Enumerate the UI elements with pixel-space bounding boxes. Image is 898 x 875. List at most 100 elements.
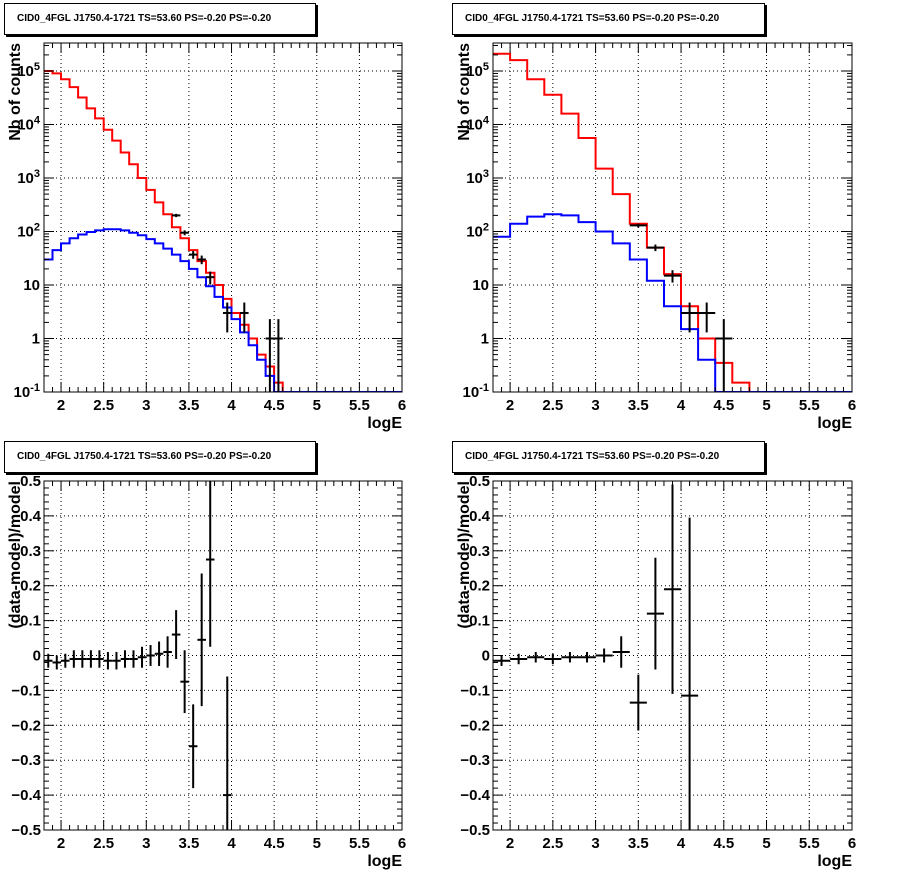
x-tick-label: 2.5 bbox=[93, 397, 114, 414]
x-tick-label: 5.5 bbox=[799, 397, 820, 414]
data-point bbox=[180, 230, 189, 236]
y-tick-label: −0.3 bbox=[11, 752, 41, 769]
y-tick-label: 0.2 bbox=[469, 578, 490, 595]
x-tick-label: 3 bbox=[591, 397, 599, 414]
x-axis-label: logE bbox=[817, 853, 852, 870]
data-point bbox=[544, 653, 562, 665]
data-point bbox=[154, 641, 164, 666]
plot-title-top-right: CID0_4FGL J1750.4-1721 TS=53.60 PS=-0.20… bbox=[452, 3, 765, 35]
y-tick-label: 102 bbox=[466, 222, 489, 241]
data-point bbox=[120, 650, 130, 668]
x-tick-label: 4 bbox=[227, 835, 236, 852]
x-tick-label: 4.5 bbox=[264, 397, 285, 414]
data-point bbox=[681, 517, 699, 830]
data-point bbox=[146, 645, 155, 666]
y-tick-label: −0.2 bbox=[460, 717, 490, 734]
y-tick-label: 1 bbox=[32, 331, 40, 348]
data-point bbox=[197, 573, 206, 707]
x-axis-label: logE bbox=[817, 415, 852, 432]
y-tick-label: −0.2 bbox=[11, 717, 41, 734]
data-point bbox=[197, 255, 206, 265]
y-tick-label: 0.5 bbox=[20, 473, 41, 490]
y-axis-label: Nb of counts bbox=[456, 43, 473, 141]
x-tick-label: 4.5 bbox=[713, 835, 734, 852]
data-point bbox=[265, 319, 275, 392]
x-tick-label: 5.5 bbox=[349, 835, 370, 852]
data-point bbox=[86, 650, 96, 668]
data-point bbox=[112, 652, 121, 670]
x-tick-label: 5 bbox=[762, 835, 770, 852]
panel-4: 2 2.5 3 3.5 4 4.5 5 5.5 6 −0.5 −0.4 −0.3 −0.2 −0.1 0 0.… bbox=[456, 473, 856, 870]
y-tick-label: 1 bbox=[481, 331, 489, 348]
x-tick-label: 6 bbox=[848, 397, 856, 414]
y-tick-label: −0.1 bbox=[460, 682, 490, 699]
x-tick-label: 3.5 bbox=[628, 835, 649, 852]
data-point bbox=[698, 302, 716, 333]
data-point bbox=[561, 652, 579, 663]
data-point bbox=[171, 213, 181, 218]
x-tick-label: 6 bbox=[848, 835, 856, 852]
data-point bbox=[223, 676, 232, 830]
plot-title-bottom-right: CID0_4FGL J1750.4-1721 TS=53.60 PS=-0.20… bbox=[452, 441, 765, 473]
x-tick-label: 6 bbox=[398, 835, 406, 852]
y-tick-label: 104 bbox=[466, 115, 490, 134]
panel-3: 2 2.5 3 3.5 4 4.5 5 5.5 6 −0.5 −0.4 −0.3 −0.2 −0.1 0 0.… bbox=[7, 473, 406, 870]
data-point bbox=[681, 302, 699, 333]
y-tick-label: 0.5 bbox=[469, 473, 490, 490]
data-point bbox=[629, 223, 647, 228]
y-tick-label: −0.3 bbox=[460, 752, 490, 769]
x-tick-label: 3 bbox=[142, 397, 150, 414]
panel-2: 2 2.5 3 3.5 4 4.5 5 5.5 6 10-1 1 10 102 103 104 105 logE… bbox=[456, 42, 856, 432]
data-point bbox=[493, 655, 511, 666]
data-point bbox=[95, 650, 104, 668]
data-point bbox=[129, 650, 138, 668]
y-axis-label: (data-model)/model bbox=[7, 481, 24, 629]
data-point bbox=[78, 650, 87, 668]
x-tick-label: 2.5 bbox=[93, 835, 114, 852]
y-axis-label: (data-model)/model bbox=[456, 481, 473, 629]
y-tick-label: 0.4 bbox=[20, 508, 42, 525]
data-point bbox=[61, 653, 70, 668]
x-tick-label: 5 bbox=[313, 835, 321, 852]
data-point bbox=[629, 674, 647, 731]
x-tick-label: 3.5 bbox=[178, 835, 199, 852]
x-tick-label: 4.5 bbox=[264, 835, 285, 852]
data-point bbox=[188, 251, 198, 259]
data-point bbox=[715, 319, 733, 392]
data-layer bbox=[493, 52, 852, 392]
data-layer bbox=[44, 70, 402, 392]
data-point bbox=[180, 650, 189, 714]
plot-title-top-left: CID0_4FGL J1750.4-1721 TS=53.60 PS=-0.20… bbox=[4, 3, 316, 35]
panel-1: 2 2.5 3 3.5 4 4.5 5 5.5 6 10-1 1 10 102 103 104 105 logE… bbox=[7, 42, 406, 432]
x-tick-label: 3.5 bbox=[178, 397, 199, 414]
x-tick-label: 3 bbox=[591, 835, 599, 852]
x-axis-label: logE bbox=[367, 415, 402, 432]
x-tick-label: 2 bbox=[506, 835, 514, 852]
x-tick-label: 2 bbox=[506, 397, 514, 414]
series-red-step bbox=[44, 70, 402, 392]
y-tick-label: 10-1 bbox=[14, 382, 40, 401]
data-point bbox=[171, 610, 181, 659]
data-point bbox=[205, 271, 215, 285]
data-point bbox=[527, 652, 545, 663]
data-point bbox=[578, 652, 596, 663]
plot-title-bottom-left: CID0_4FGL J1750.4-1721 TS=53.60 PS=-0.20… bbox=[4, 441, 316, 473]
y-tick-label: −0.5 bbox=[11, 822, 41, 839]
y-tick-label: 0.1 bbox=[20, 613, 41, 630]
y-tick-label: −0.4 bbox=[11, 787, 41, 804]
y-tick-label: 10-1 bbox=[463, 382, 489, 401]
data-point bbox=[205, 481, 215, 647]
data-point bbox=[52, 655, 62, 670]
x-tick-label: 4.5 bbox=[713, 397, 734, 414]
plot-frame bbox=[43, 42, 403, 393]
y-axis-label: Nb of counts bbox=[7, 43, 24, 141]
y-tick-label: −0.5 bbox=[460, 822, 490, 839]
data-point bbox=[510, 653, 528, 665]
x-tick-label: 5.5 bbox=[799, 835, 820, 852]
y-tick-label: 102 bbox=[17, 222, 40, 241]
series-blue-step bbox=[493, 213, 852, 392]
data-point bbox=[223, 302, 232, 333]
series-blue-step bbox=[44, 228, 402, 392]
data-point bbox=[274, 319, 283, 392]
y-tick-label: 10 bbox=[23, 277, 40, 294]
